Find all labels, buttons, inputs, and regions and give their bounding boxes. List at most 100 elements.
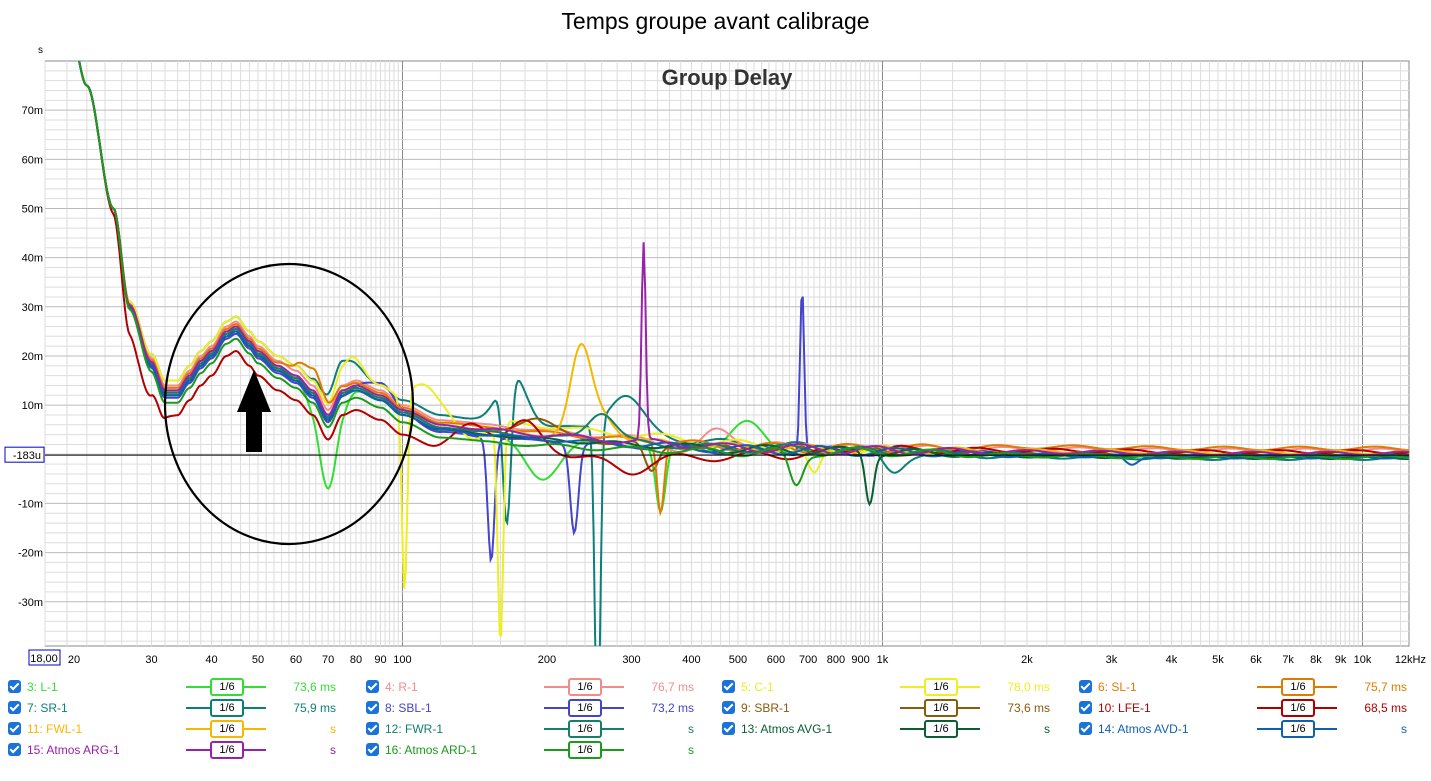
smoothing-label[interactable]: 1/6 <box>568 741 602 759</box>
legend-series-name: 3: L-1 <box>27 680 58 694</box>
smoothing-label[interactable]: 1/6 <box>1281 699 1315 717</box>
legend-item[interactable]: 3: L-1 1/6 73,6 ms <box>8 677 348 697</box>
smoothing-selector[interactable]: 1/6 <box>186 720 266 738</box>
smoothing-selector[interactable]: 1/6 <box>186 678 266 696</box>
checkbox-checked-icon[interactable] <box>366 722 379 735</box>
smoothing-selector[interactable]: 1/6 <box>900 720 980 738</box>
series-line <box>78 61 1409 466</box>
smoothing-label[interactable]: 1/6 <box>210 699 244 717</box>
smoothing-selector[interactable]: 1/6 <box>1257 699 1337 717</box>
smoothing-label[interactable]: 1/6 <box>210 720 244 738</box>
x-tick-label: 30 <box>145 654 157 666</box>
checkbox-checked-icon[interactable] <box>722 680 735 693</box>
series-line <box>78 61 1409 457</box>
smoothing-selector[interactable]: 1/6 <box>1257 720 1337 738</box>
smoothing-selector[interactable]: 1/6 <box>544 699 624 717</box>
x-tick-label: 2k <box>1021 654 1033 666</box>
x-tick-label: 700 <box>799 654 817 666</box>
legend-series-name: 15: Atmos ARG-1 <box>27 743 120 757</box>
legend-series-value: 76,7 ms <box>651 680 694 694</box>
legend-item[interactable]: 6: SL-1 1/6 75,7 ms <box>1079 677 1419 697</box>
x-tick-label: 50 <box>252 654 264 666</box>
smoothing-selector[interactable]: 1/6 <box>186 741 266 759</box>
legend-series-value: s <box>688 743 694 757</box>
legend-series-value: 68,5 ms <box>1364 701 1407 715</box>
smoothing-label[interactable]: 1/6 <box>1281 720 1315 738</box>
legend-item[interactable]: 9: SBR-1 1/6 73,6 ms <box>722 698 1062 718</box>
checkbox-checked-icon[interactable] <box>8 680 21 693</box>
legend-series-value: s <box>688 722 694 736</box>
legend-item[interactable]: 5: C-1 1/6 78,0 ms <box>722 677 1062 697</box>
legend-series-value: 73,6 ms <box>1007 701 1050 715</box>
legend-item[interactable]: 8: SBL-1 1/6 73,2 ms <box>366 698 706 718</box>
x-tick-label: 18,00 <box>30 653 58 665</box>
smoothing-label[interactable]: 1/6 <box>924 678 958 696</box>
legend-series-value: 75,9 ms <box>293 701 336 715</box>
legend-item[interactable]: 15: Atmos ARG-1 1/6 s <box>8 740 348 760</box>
smoothing-selector[interactable]: 1/6 <box>1257 678 1337 696</box>
checkbox-checked-icon[interactable] <box>366 680 379 693</box>
checkbox-checked-icon[interactable] <box>366 701 379 714</box>
legend-item[interactable]: 12: FWR-1 1/6 s <box>366 719 706 739</box>
annotation-ellipse <box>163 262 415 546</box>
checkbox-checked-icon[interactable] <box>1079 701 1092 714</box>
legend-series-value: s <box>1044 722 1050 736</box>
smoothing-label[interactable]: 1/6 <box>210 741 244 759</box>
legend-item[interactable]: 13: Atmos AVG-1 1/6 s <box>722 719 1062 739</box>
x-tick-label: 800 <box>827 654 845 666</box>
legend-item[interactable]: 11: FWL-1 1/6 s <box>8 719 348 739</box>
legend-series-value: s <box>1401 722 1407 736</box>
group-delay-chart[interactable]: Group Delay s 70m 60m 50m 40m 30m 20m 10m -10m -20… <box>0 0 1431 672</box>
x-tick-label: 300 <box>622 654 640 666</box>
x-tick-label: 7k <box>1282 654 1294 666</box>
legend-series-value: s <box>330 743 336 757</box>
legend-item[interactable]: 4: R-1 1/6 76,7 ms <box>366 677 706 697</box>
smoothing-selector[interactable]: 1/6 <box>544 678 624 696</box>
y-tick-label: -30m <box>18 597 43 609</box>
legend-series-value: 75,7 ms <box>1364 680 1407 694</box>
x-tick-label: 900 <box>851 654 869 666</box>
smoothing-label[interactable]: 1/6 <box>1281 678 1315 696</box>
smoothing-label[interactable]: 1/6 <box>210 678 244 696</box>
legend-series-name: 5: C-1 <box>741 680 774 694</box>
legend-item[interactable]: 10: LFE-1 1/6 68,5 ms <box>1079 698 1419 718</box>
checkbox-checked-icon[interactable] <box>1079 722 1092 735</box>
smoothing-label[interactable]: 1/6 <box>568 720 602 738</box>
smoothing-label[interactable]: 1/6 <box>568 678 602 696</box>
legend-item[interactable]: 16: Atmos ARD-1 1/6 s <box>366 740 706 760</box>
checkbox-checked-icon[interactable] <box>8 701 21 714</box>
y-grid <box>45 70 1409 642</box>
x-tick-label: 500 <box>729 654 747 666</box>
smoothing-selector[interactable]: 1/6 <box>186 699 266 717</box>
checkbox-checked-icon[interactable] <box>8 722 21 735</box>
smoothing-label[interactable]: 1/6 <box>924 699 958 717</box>
checkbox-checked-icon[interactable] <box>8 743 21 756</box>
checkbox-checked-icon[interactable] <box>722 722 735 735</box>
x-tick-label: 40 <box>205 654 217 666</box>
checkbox-checked-icon[interactable] <box>722 701 735 714</box>
checkbox-checked-icon[interactable] <box>1079 680 1092 693</box>
smoothing-label[interactable]: 1/6 <box>924 720 958 738</box>
smoothing-selector[interactable]: 1/6 <box>900 678 980 696</box>
y-tick-label: 20m <box>22 351 43 363</box>
legend-series-name: 14: Atmos AVD-1 <box>1098 722 1189 736</box>
legend-series-name: 10: LFE-1 <box>1098 701 1151 715</box>
x-tick-label: 8k <box>1310 654 1322 666</box>
legend-item[interactable]: 14: Atmos AVD-1 1/6 s <box>1079 719 1419 739</box>
legend-series-name: 13: Atmos AVG-1 <box>741 722 833 736</box>
annotation-arrow <box>237 370 271 452</box>
smoothing-selector[interactable]: 1/6 <box>544 720 624 738</box>
cursor-value-label: -183u <box>13 450 41 462</box>
series-line <box>78 61 1409 487</box>
cursor-box <box>4 446 45 463</box>
y-tick-label: -10m <box>18 498 43 510</box>
checkbox-checked-icon[interactable] <box>366 743 379 756</box>
y-tick-label: 50m <box>22 203 43 215</box>
legend-series-value: 73,2 ms <box>651 701 694 715</box>
smoothing-label[interactable]: 1/6 <box>568 699 602 717</box>
smoothing-selector[interactable]: 1/6 <box>900 699 980 717</box>
legend-item[interactable]: 7: SR-1 1/6 75,9 ms <box>8 698 348 718</box>
smoothing-selector[interactable]: 1/6 <box>544 741 624 759</box>
x-tick-label: 60 <box>290 654 302 666</box>
legend-series-name: 8: SBL-1 <box>385 701 432 715</box>
